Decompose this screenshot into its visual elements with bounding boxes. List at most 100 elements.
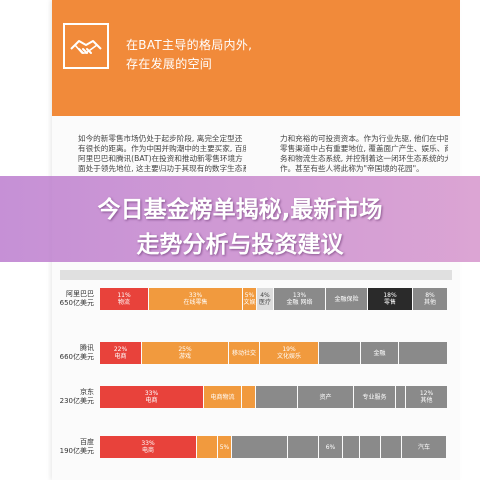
segment-label: 金融保险 [334, 295, 359, 303]
segment-label: 其他 [423, 299, 436, 306]
stacked-bar-row: 11% 物流 33% 在线零售 5% 文娱 4% 医疗 13% 金融 网络 金融保险 18% 零售 8% 其… [100, 288, 448, 310]
bar-segment: 8% 其他 [413, 288, 447, 310]
bar-segment [232, 436, 287, 458]
stacked-bar-row: 33% 电商 5% 6% 汽车 [100, 436, 448, 458]
company-investment-value: 190亿美元 [59, 447, 94, 455]
paragraph-line: 力和充裕的可投资资本。作为行业先驱, 他们在中国 [280, 134, 448, 143]
paragraph-line: 零售渠道中占有重要地位, 覆盖面广产生、娱乐、商 [280, 144, 448, 153]
bar-segment: 电商物流 [204, 386, 241, 408]
segment-label: 专业服务 [362, 393, 387, 401]
paragraph-line: 有很长的距离。作为中国并购潮中的主要买家, 百度、 [78, 144, 246, 153]
company-label: 腾讯 660亿美元 [50, 344, 94, 362]
headline-overlay [0, 176, 480, 262]
bar-segment: 5% [218, 436, 231, 458]
paragraph-line: 阿里巴巴和腾讯(BAT)在投资和推动新零售环境方 [78, 154, 243, 163]
chart-header-rule [60, 270, 452, 280]
company-name: 腾讯 [80, 344, 94, 352]
bar-segment [399, 342, 447, 364]
headline-line-2: 走势分析与投资建议 [136, 232, 344, 258]
segment-percent: 13% [292, 292, 307, 299]
segment-percent: 6% [325, 443, 336, 451]
section-banner [52, 0, 460, 116]
segment-percent: 11% [117, 292, 131, 299]
segment-percent: 33% [141, 440, 155, 447]
banner-title-line-1: 在BAT主导的格局内外, [126, 38, 253, 52]
segment-label: 移动社交 [231, 349, 256, 357]
segment-label: 电商 [114, 353, 127, 360]
bar-segment [256, 386, 297, 408]
bar-segment: 13% 金融 网络 [274, 288, 325, 310]
company-name: 京东 [80, 388, 94, 396]
paragraph-line: 如今的新零售市场仍处于起步阶段, 离完全定型还 [78, 134, 243, 143]
segment-percent: 19% [282, 346, 296, 353]
company-label: 阿里巴巴 650亿美元 [50, 290, 94, 308]
body-paragraph-right: 力和充裕的可投资资本。作为行业先驱, 他们在中国 零售渠道中占有重要地位, 覆盖… [280, 134, 448, 174]
banner-title-line-2: 存在发展的空间 [126, 57, 213, 71]
company-label: 百度 190亿美元 [50, 438, 94, 456]
segment-percent: 33% [188, 292, 203, 299]
segment-label: 电商物流 [210, 393, 235, 401]
segment-percent: 8% [425, 292, 435, 299]
bar-segment: 金融 [361, 342, 398, 364]
paragraph-line: 面处于领先地位, 这主要归功于其现有的数字生态系 [78, 164, 246, 173]
segment-label: 金融 [373, 349, 386, 357]
segment-label: 其他 [420, 397, 433, 404]
company-investment-value: 230亿美元 [59, 397, 94, 405]
bar-segment: 33% 电商 [100, 386, 203, 408]
bar-segment [288, 436, 318, 458]
segment-percent: 33% [144, 390, 159, 397]
segment-percent: 5% [244, 292, 255, 299]
segment-label: 金融 网络 [286, 299, 313, 306]
paragraph-line: 务和物流生态系统, 并控制着这一闭环生态系统的大部分运 [280, 154, 448, 163]
bar-segment: 25% 游戏 [142, 342, 228, 364]
segment-label: 电商 [145, 397, 158, 404]
bar-segment: 18% 零售 [368, 288, 412, 310]
segment-label: 文娱 [243, 299, 256, 306]
bar-segment [242, 386, 255, 408]
segment-label: 在线零售 [183, 299, 208, 306]
bar-segment: 11% 物流 [100, 288, 148, 310]
bar-segment [360, 436, 380, 458]
bar-segment: 专业服务 [354, 386, 395, 408]
segment-label: 资产 [319, 393, 332, 401]
bar-segment [396, 386, 405, 408]
bar-segment [381, 436, 401, 458]
handshake-icon [63, 23, 109, 69]
headline-line-1: 今日基金榜单揭秘,最新市场 [97, 197, 383, 223]
segment-label: 汽车 [417, 443, 430, 451]
bar-segment: 金融保险 [326, 288, 367, 310]
segment-percent: 25% [178, 346, 192, 353]
bar-segment: 6% [319, 436, 342, 458]
bar-segment: 33% 在线零售 [149, 288, 242, 310]
segment-label: 游戏 [178, 353, 191, 360]
segment-percent: 4% [260, 292, 270, 299]
bar-segment [319, 342, 360, 364]
stacked-bar-row: 33% 电商 电商物流 资产 专业服务 12% 其他 [100, 386, 448, 408]
segment-percent: 18% [383, 292, 397, 299]
segment-label: 电商 [141, 447, 154, 454]
segment-label: 文化娱乐 [276, 353, 301, 360]
bar-segment: 汽车 [402, 436, 446, 458]
segment-label: 物流 [117, 299, 130, 306]
bar-segment: 22% 电商 [100, 342, 141, 364]
bar-segment: 移动社交 [229, 342, 259, 364]
company-investment-value: 660亿美元 [59, 353, 94, 361]
stacked-bar-row: 22% 电商 25% 游戏 移动社交 19% 文化娱乐 金融 [100, 342, 448, 364]
bar-segment: 5% 文娱 [243, 288, 256, 310]
segment-percent: 22% [113, 346, 128, 353]
paragraph-line: 作。甚至有些人将此称为"帝国境的花园"。 [280, 164, 424, 173]
company-investment-value: 650亿美元 [59, 299, 94, 307]
bar-segment: 19% 文化娱乐 [260, 342, 318, 364]
company-name: 百度 [80, 438, 94, 446]
bar-segment: 33% 电商 [100, 436, 196, 458]
bar-segment [197, 436, 217, 458]
bar-segment [343, 436, 359, 458]
segment-label: 医疗 [258, 299, 271, 306]
bar-segment: 4% 医疗 [257, 288, 273, 310]
segment-percent: 12% [419, 390, 434, 397]
body-paragraph-left: 如今的新零售市场仍处于起步阶段, 离完全定型还 有很长的距离。作为中国并购潮中的… [78, 134, 246, 174]
bar-segment: 资产 [298, 386, 353, 408]
segment-label: 零售 [383, 299, 396, 306]
company-name: 阿里巴巴 [66, 290, 94, 298]
bar-segment: 12% 其他 [406, 386, 447, 408]
